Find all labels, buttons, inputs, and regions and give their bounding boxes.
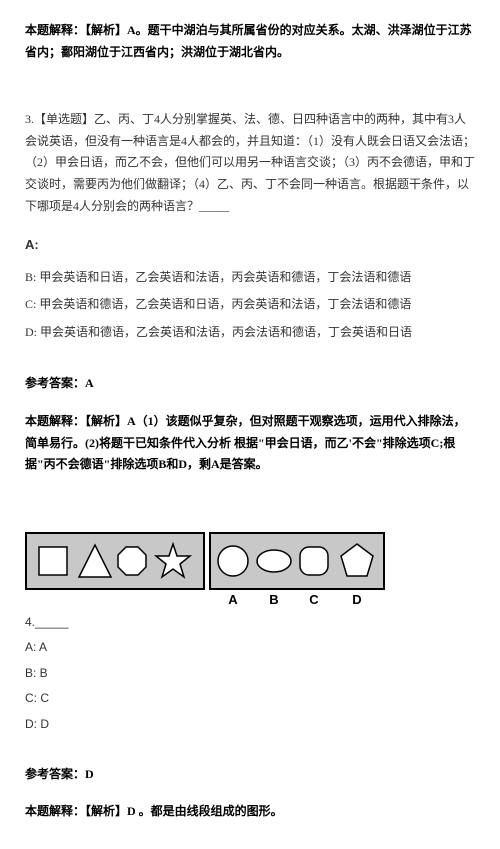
q3-explanation-label: 本题解释： xyxy=(25,414,85,428)
q4-ref-answer: 参考答案：D xyxy=(25,764,475,786)
q3-option-d: D: 甲会英语和德语，乙会英语和法语，丙会法语和德语，丁会英语和日语 xyxy=(25,322,475,344)
q3-option-b: B: 甲会英语和日语，乙会英语和法语，丙会英语和德语，丁会法语和德语 xyxy=(25,267,475,289)
q3-option-c: C: 甲会英语和德语，乙会英语和日语，丙会英语和法语，丁会法语和德语 xyxy=(25,294,475,316)
q4-label-b: B xyxy=(269,592,278,607)
q4-label-a: A xyxy=(228,592,238,607)
q3-explanation-text: 【解析】A（1）该题似乎复杂，但对照题干观察选项，运用代入排除法，简单易行。(2… xyxy=(25,414,466,471)
q4-option-b: B: B xyxy=(25,663,475,685)
q3-number: 3.【单选题】 xyxy=(25,112,94,126)
q4-explanation-label: 本题解释： xyxy=(25,804,85,818)
q3-stem: 乙、丙、丁4人分别掌握英、法、德、日四种语言中的两种，其中有3人会说英语，但没有… xyxy=(25,112,475,212)
q4-label-d: D xyxy=(352,592,361,607)
q3-option-a-label: A: xyxy=(25,233,475,256)
q2-explanation-text: 【解析】A。题干中湖泊与其所属省份的对应关系。太湖、洪泽湖位于江苏省内；鄱阳湖位… xyxy=(25,23,472,59)
q4-explanation-text: 【解析】D 。都是由线段组成的图形。 xyxy=(85,804,283,818)
q4-figure: A B C D xyxy=(25,532,475,608)
q4-option-a: A: A xyxy=(25,637,475,659)
q2-explanation-label: 本题解释： xyxy=(25,23,85,37)
q4-number: 4._____ xyxy=(25,612,475,634)
q3-ref-answer: 参考答案：A xyxy=(25,373,475,395)
q4-option-c: C: C xyxy=(25,688,475,710)
q4-label-c: C xyxy=(309,592,319,607)
q4-option-d: D: D xyxy=(25,714,475,736)
